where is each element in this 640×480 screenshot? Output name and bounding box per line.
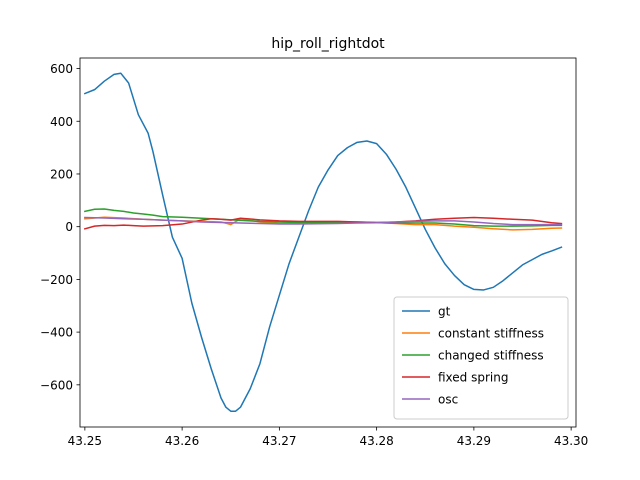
x-tick-label: 43.29 [457,434,491,448]
legend-label: fixed spring [438,371,508,385]
y-tick-label: −600 [40,378,73,392]
x-tick-label: 43.30 [554,434,588,448]
chart-title: hip_roll_rightdot [271,36,385,52]
y-tick-label: −400 [40,326,73,340]
series-line-osc [84,216,563,226]
y-tick-label: 400 [50,115,73,129]
series-line-gt [83,72,563,412]
legend-label: changed stiffness [438,349,544,363]
x-tick-label: 43.25 [68,434,102,448]
legend: gt constant stiffness changed stiffness fix… [393,296,569,420]
y-tick-label: −200 [40,273,73,287]
y-tick-label: 200 [50,167,73,181]
x-tick-label: 43.27 [262,434,296,448]
legend-label: constant stiffness [438,327,544,341]
series-line-changed-stiffness [83,208,563,227]
legend-label: osc [438,393,458,407]
plot-area [83,72,563,412]
x-tick-label: 43.26 [165,434,199,448]
x-tick-label: 43.28 [359,434,393,448]
axes-frame [79,57,577,428]
axes: 43.25 43.26 43.27 43.28 43.29 43.30 −600 −400 −2… [40,57,588,448]
legend-box [393,296,569,420]
y-tick-label: 600 [50,62,73,76]
series-line-fixed-spring [83,216,563,230]
legend-label: gt [438,305,451,319]
y-tick-label: 0 [65,220,73,234]
